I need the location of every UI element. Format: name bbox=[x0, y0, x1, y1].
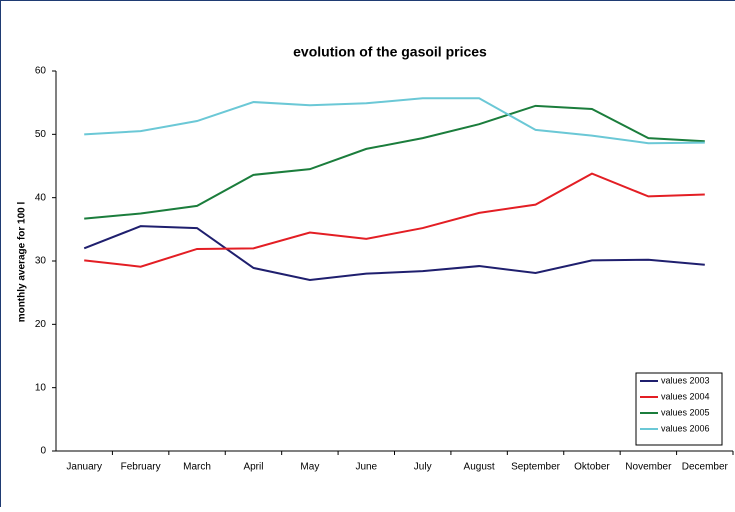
y-tick-label: 0 bbox=[40, 446, 46, 457]
x-tick-label: May bbox=[300, 462, 319, 473]
series-line bbox=[84, 106, 705, 219]
x-tick-label: December bbox=[682, 462, 729, 473]
y-tick-label: 50 bbox=[35, 129, 47, 140]
x-tick-label: August bbox=[464, 462, 495, 473]
x-tick-label: April bbox=[243, 462, 263, 473]
x-tick-label: February bbox=[121, 462, 161, 473]
x-tick-label: March bbox=[183, 462, 211, 473]
x-tick-label: July bbox=[414, 462, 432, 473]
legend-label: values 2006 bbox=[661, 423, 710, 433]
chart-title: evolution of the gasoil prices bbox=[293, 44, 487, 60]
x-tick-label: January bbox=[66, 462, 102, 473]
y-tick-label: 20 bbox=[35, 319, 47, 330]
y-tick-label: 10 bbox=[35, 382, 47, 393]
series-line bbox=[84, 174, 705, 267]
x-tick-label: June bbox=[355, 462, 377, 473]
y-tick-label: 60 bbox=[35, 66, 47, 77]
y-tick-label: 40 bbox=[35, 192, 47, 203]
legend-label: values 2003 bbox=[661, 375, 710, 385]
y-axis-label: monthly average for 100 l bbox=[17, 201, 28, 322]
x-tick-label: November bbox=[625, 462, 672, 473]
legend-label: values 2004 bbox=[661, 391, 710, 401]
series-line bbox=[84, 98, 705, 143]
x-tick-label: Oktober bbox=[574, 462, 610, 473]
y-tick-label: 30 bbox=[35, 256, 47, 267]
legend-label: values 2005 bbox=[661, 407, 710, 417]
x-tick-label: September bbox=[511, 462, 561, 473]
